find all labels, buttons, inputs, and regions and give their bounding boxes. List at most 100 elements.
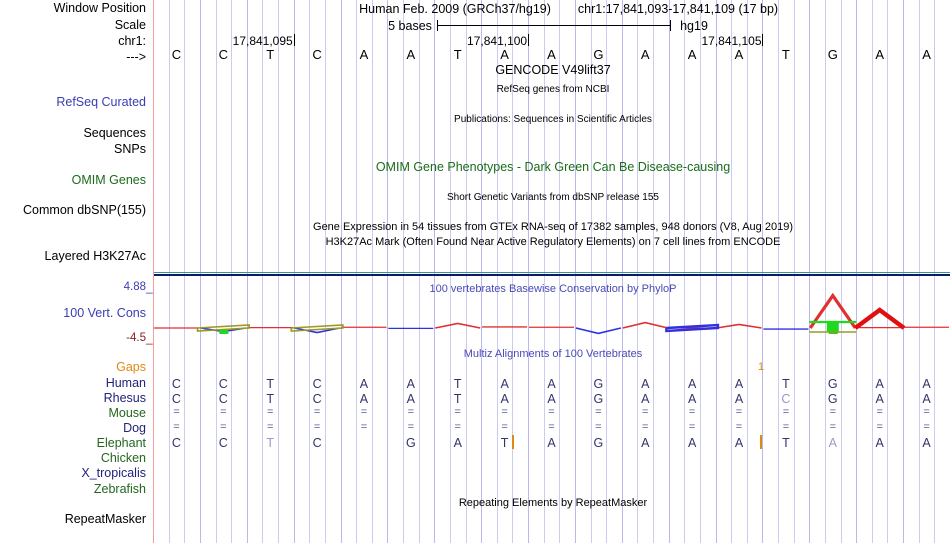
ruler-tick xyxy=(762,34,764,46)
label-snps[interactable]: SNPs xyxy=(114,142,146,156)
track-title-refseq[interactable]: RefSeq genes from NCBI xyxy=(496,84,610,95)
gridline xyxy=(309,0,311,543)
gridline xyxy=(621,0,623,543)
gap-tick-left xyxy=(512,435,514,449)
alignment-gap-dash: = xyxy=(173,406,180,418)
conservation-curve xyxy=(294,327,340,334)
alignment-base: A xyxy=(734,392,744,406)
label-strand: ---> xyxy=(126,50,146,64)
alignment-base: A xyxy=(875,436,884,450)
gridline xyxy=(918,0,920,543)
sequence-base: T xyxy=(453,47,462,62)
label-species-zebrafish[interactable]: Zebrafish xyxy=(93,482,146,496)
alignment-base: A xyxy=(687,436,697,450)
track-title-h3k27ac[interactable]: H3K27Ac Mark (Often Found Near Active Re… xyxy=(325,236,781,248)
gridline xyxy=(215,0,217,543)
label-species-rhesus[interactable]: Rhesus xyxy=(103,391,146,405)
sequence-base: A xyxy=(687,47,697,62)
sequence-base: C xyxy=(171,47,182,62)
sequence-base: A xyxy=(922,47,931,62)
gridline xyxy=(340,0,342,543)
conservation-axis-max: 4.88 _ xyxy=(123,280,153,294)
alignment-gap-dash: = xyxy=(220,406,227,418)
gridline xyxy=(856,0,858,543)
track-title-repeatmasker[interactable]: Repeating Elements by RepeatMasker xyxy=(458,497,648,509)
alignment-gap-dash: = xyxy=(782,421,790,433)
gridline xyxy=(606,0,608,543)
label-common-dbsnp[interactable]: Common dbSNP(155) xyxy=(23,203,146,217)
scale-label: 5 bases xyxy=(388,19,432,33)
alignment-base: A xyxy=(500,392,509,406)
gridline xyxy=(434,0,436,543)
sequence-base: C xyxy=(218,47,229,62)
gridline xyxy=(746,0,748,543)
gridline xyxy=(371,0,373,543)
sequence-base: T xyxy=(781,47,790,62)
ruler-tick xyxy=(528,34,530,46)
gridline xyxy=(684,0,686,543)
track-title-multiz[interactable]: Multiz Alignments of 100 Vertebrates xyxy=(463,348,643,360)
alignment-base: A xyxy=(359,377,369,391)
conservation-track-divider xyxy=(153,274,950,276)
alignment-gap-dash: = xyxy=(595,406,602,418)
alignment-base: A xyxy=(406,377,416,391)
label-sequences[interactable]: Sequences xyxy=(83,126,146,140)
gridline xyxy=(449,0,451,543)
alignment-gap-dash: = xyxy=(735,406,743,418)
alignment-base: G xyxy=(593,436,604,450)
label-100-vert-cons[interactable]: 100 Vert. Cons xyxy=(63,306,146,320)
position-readout[interactable]: chr1:17,841,093-17,841,109 (17 bp) xyxy=(577,2,779,16)
track-title-dbsnp[interactable]: Short Genetic Variants from dbSNP releas… xyxy=(447,192,659,203)
conservation-axis-min: -4.5 _ xyxy=(126,331,153,345)
ruler-tick xyxy=(293,34,295,46)
label-window-position: Window Position xyxy=(53,1,146,15)
label-layered-h3k27ac[interactable]: Layered H3K27Ac xyxy=(44,249,146,263)
label-refseq-curated[interactable]: RefSeq Curated xyxy=(56,95,146,109)
track-title-gtex[interactable]: Gene Expression in 54 tissues from GTEx … xyxy=(313,221,793,233)
alignment-gap-dash: = xyxy=(923,421,930,433)
alignment-base: A xyxy=(453,436,462,450)
conservation-green-mark xyxy=(219,330,229,334)
alignment-gap-dash: = xyxy=(454,421,461,433)
alignment-gap-dash: = xyxy=(923,406,930,418)
alignment-gap-dash: = xyxy=(829,406,836,418)
label-species-mouse[interactable]: Mouse xyxy=(108,406,146,420)
gridline xyxy=(168,0,170,543)
track-data-area[interactable]: 1 17,841,095 17,841,100 17,841,105 C C T C A A T A… xyxy=(153,0,950,543)
label-species-human[interactable]: Human xyxy=(105,376,146,390)
alignment-gap-dash: = xyxy=(360,421,368,433)
alignment-base: G xyxy=(827,377,838,391)
alignment-base: C xyxy=(218,377,228,391)
track-title-omim[interactable]: OMIM Gene Phenotypes - Dark Green Can Be… xyxy=(375,160,731,174)
gridline xyxy=(809,0,811,543)
label-repeatmasker[interactable]: RepeatMasker xyxy=(64,512,146,526)
gridline xyxy=(543,0,545,543)
label-gaps[interactable]: Gaps xyxy=(116,360,146,374)
alignment-gap-dash: = xyxy=(501,421,508,433)
label-species-chicken[interactable]: Chicken xyxy=(100,451,146,465)
label-species-dog[interactable]: Dog xyxy=(123,421,146,435)
alignment-base: A xyxy=(922,436,931,450)
alignment-base: C xyxy=(218,436,228,450)
alignment-base: T xyxy=(453,392,462,406)
alignment-base: A xyxy=(547,377,556,391)
alignment-base: T xyxy=(500,436,509,450)
alignment-gap-dash: = xyxy=(688,406,696,418)
gridline xyxy=(934,0,936,543)
label-species-elephant[interactable]: Elephant xyxy=(96,436,146,450)
alignment-base: G xyxy=(827,392,838,406)
track-title-publications[interactable]: Publications: Sequences in Scientific Ar… xyxy=(454,114,652,125)
alignment-base: A xyxy=(547,392,556,406)
alignment-gap-dash: = xyxy=(735,421,743,433)
gridline xyxy=(387,0,389,543)
track-title-gencode[interactable]: GENCODE V49lift37 xyxy=(495,63,611,77)
alignment-base: C xyxy=(312,436,322,450)
track-title-phylop[interactable]: 100 vertebrates Basewise Conservation by… xyxy=(429,283,677,295)
alignment-gap-dash: = xyxy=(313,421,321,433)
gridline xyxy=(793,0,795,543)
gridline xyxy=(278,0,280,543)
label-species-x-tropicalis[interactable]: X_tropicalis xyxy=(81,466,146,480)
gridline xyxy=(559,0,561,543)
ruler-position-label: 17,841,095 xyxy=(232,34,293,48)
label-omim-genes[interactable]: OMIM Genes xyxy=(71,173,146,187)
